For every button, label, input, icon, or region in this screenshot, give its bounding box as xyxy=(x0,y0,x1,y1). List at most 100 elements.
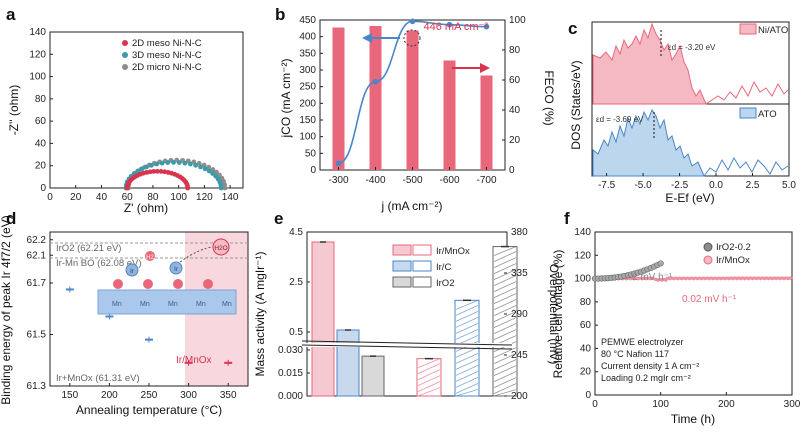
legend-irmnox: Ir/MnOx xyxy=(436,246,470,257)
panel-a-letter: a xyxy=(6,5,16,24)
overpotential-hatch xyxy=(455,376,479,388)
legend-marker-2d-meso xyxy=(122,40,128,46)
mn-label-3: Mn xyxy=(168,301,178,308)
panel-f-ticks: 0 100 200 300 0 20 40 60 80 100 120 140 xyxy=(574,227,800,410)
overpotential-hatch xyxy=(493,281,517,292)
condition-3: Current density 1 A cm⁻² xyxy=(601,361,699,371)
nyquist-point xyxy=(165,160,171,165)
panel-a-xtick-label: 60 xyxy=(122,192,134,203)
overpotential-hatch xyxy=(493,347,517,358)
panel-a-ytick-label: 20 xyxy=(35,161,47,172)
nyquist-point xyxy=(188,161,193,167)
panel-e-ytick-right-label: 380 xyxy=(511,227,528,238)
panel-d-ytick-label: 62.1 xyxy=(27,250,47,261)
nyquist-point xyxy=(201,162,207,168)
panel-b-ytick-right-label: 60 xyxy=(509,75,521,86)
legend-marker-irmnox xyxy=(703,255,713,265)
jco-point xyxy=(409,18,416,25)
panel-a-ytick-label: 140 xyxy=(29,27,46,38)
panel-e-ytick-left-label: 0.000 xyxy=(278,391,303,402)
nyquist-point xyxy=(198,164,203,170)
legend-swatch-irmnox-hatch xyxy=(412,244,432,256)
iro2-voltage-point xyxy=(657,260,664,267)
overpotential-hatch xyxy=(493,269,517,280)
overpotential-hatch xyxy=(455,322,479,334)
panel-e-ytick-right-label: 335 xyxy=(511,268,528,279)
panel-d-xtick-label: 250 xyxy=(141,390,158,401)
mass-activity-bar xyxy=(361,355,385,397)
legend-swatch-irc-hatch xyxy=(412,260,432,272)
panel-b-ytick-right-label: 0 xyxy=(509,165,515,176)
panel-d-xlabel: Annealing temperature (°C) xyxy=(76,403,222,417)
overpotential-hatch xyxy=(493,359,517,370)
ni-ato-dos-curve xyxy=(592,22,707,105)
panel-b-ytick-left-label: 300 xyxy=(299,65,316,76)
panel-e-ytick-left-label: 0.015 xyxy=(278,368,303,379)
nyquist-point xyxy=(148,162,154,168)
oxygen-atom-1 xyxy=(113,279,123,289)
panel-f-ylabel: Relative cell voltage (%) xyxy=(551,250,565,379)
overpotential-hatch xyxy=(455,328,479,340)
panel-a-xlabel: Z' (ohm) xyxy=(124,201,168,215)
ni-ato-ed-annotation: εd = -3.20 eV xyxy=(668,43,716,52)
iro2-ref-label: IrO2 (62.21 eV) xyxy=(56,243,121,254)
nyquist-point xyxy=(202,166,208,172)
panel-e-ytick-right-label: 200 xyxy=(511,391,528,402)
panel-d-ytick-label: 61.7 xyxy=(27,278,47,289)
panel-a-ytick-label: 0 xyxy=(40,183,46,194)
panel-d-xtick-label: 350 xyxy=(220,390,237,401)
overpotential-hatch xyxy=(493,311,517,322)
hydrogen-molecule xyxy=(145,251,155,261)
panel-a-ticks: 0 20 40 60 80 100 120 140 0 20 40 60 80 100 120 140 xyxy=(29,27,239,203)
panel-f-axes xyxy=(594,231,793,396)
oxygen-atom-2 xyxy=(143,279,153,289)
overpotential-hatch xyxy=(493,293,517,304)
panel-c-ticks: -7.5 -5.0 -2.5 0.0 2.5 5.0 xyxy=(598,173,796,191)
panel-f-ytick-label: 0 xyxy=(585,390,591,401)
nyquist-point xyxy=(185,185,191,191)
panel-d: d IrO2 (62.21 eV) Ir-Mn BO (62.08 eV) Mn… xyxy=(0,209,249,417)
panel-f-ytick-label: 40 xyxy=(580,343,592,354)
overpotential-hatch xyxy=(417,387,441,397)
panel-f-xtick-label: 100 xyxy=(652,399,669,410)
ato-legend: ATO xyxy=(758,109,777,120)
panel-c-ylabel: DOS (States/eV) xyxy=(569,60,583,149)
panel-c: c εd = -3.20 eV Ni/ATO εd = -3.69 eV ATO… xyxy=(568,19,796,205)
panel-b-ytick-right-label: 20 xyxy=(509,135,521,146)
panel-e-ytick-left-label: 0.5 xyxy=(289,327,303,338)
nyquist-point xyxy=(155,168,160,174)
panel-e-ytick-left-label: 0.030 xyxy=(278,345,303,356)
iridium-label-2: Ir xyxy=(174,267,178,273)
panel-f-xlabel: Time (h) xyxy=(671,412,715,426)
panel-c-xtick-label: 0.0 xyxy=(709,180,723,191)
nyquist-point xyxy=(176,160,182,165)
panel-e-ylabel-left: Mass activity (A mgIr⁻¹) xyxy=(253,251,267,376)
nyquist-point xyxy=(144,164,149,170)
panel-b-ytick-right-label: 80 xyxy=(509,45,521,56)
overpotential-hatch xyxy=(493,275,517,286)
panel-f-ytick-label: 60 xyxy=(580,320,592,331)
overpotential-hatch xyxy=(493,317,517,328)
panel-a-xtick-label: 40 xyxy=(96,192,108,203)
mn-substrate xyxy=(97,289,237,315)
panel-b-ylabel-left: jCO (mA cm⁻²) xyxy=(279,59,293,139)
nyquist-point xyxy=(139,166,145,172)
ni-ato-legend-swatch xyxy=(739,23,757,35)
overpotential-hatch xyxy=(455,358,479,370)
ni-ato-legend: Ni/ATO xyxy=(758,25,788,36)
ato-ed-annotation: εd = -3.69 eV xyxy=(596,115,644,124)
nyquist-point xyxy=(151,169,157,174)
panel-b-bars xyxy=(332,26,493,170)
panel-c-xtick-label: 5.0 xyxy=(782,180,796,191)
panel-a-ytick-label: 80 xyxy=(35,94,47,105)
panel-f-legend: IrO2-0.2 Ir/MnOx xyxy=(703,242,751,266)
peak-annotation: 446 mA cm⁻² xyxy=(424,21,489,33)
overpotential-hatch xyxy=(455,346,479,358)
legend-marker-3d-meso xyxy=(122,52,128,58)
legend-marker-iro2 xyxy=(703,242,713,252)
oxygen-atom-4 xyxy=(203,279,213,289)
iridium-atom-2 xyxy=(169,261,183,275)
panel-b-ytick-left-label: 150 xyxy=(299,115,316,126)
panel-f-xtick-label: 300 xyxy=(784,399,801,410)
nyquist-point xyxy=(154,161,160,167)
